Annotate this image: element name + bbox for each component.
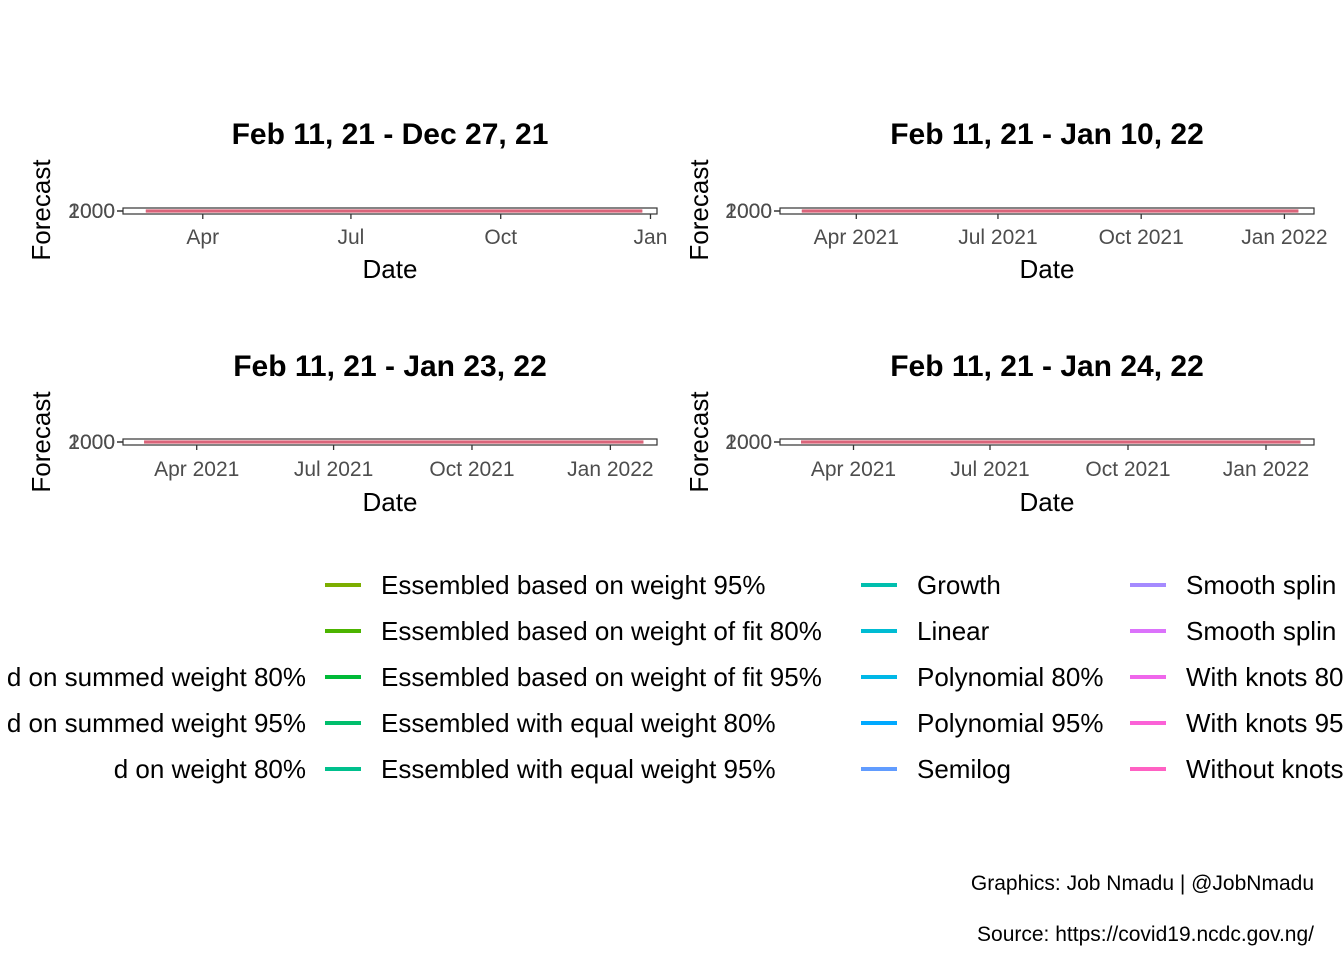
legend-label: d on summed weight 95% [7,708,306,738]
panel-title: Feb 11, 21 - Dec 27, 21 [232,118,549,151]
y-tick-label: 1000 [725,200,772,223]
legend: d on summed weight 80% d on summed weight… [7,570,1344,784]
x-tick-label: Apr 2021 [154,458,239,481]
legend-label: With knots 95 [1186,708,1344,738]
x-tick-label: Jul 2021 [294,458,373,481]
x-tick-label: Jan 2022 [1241,226,1327,249]
legend-label: Essembled based on weight of fit 80% [381,616,822,646]
y-axis-title: Forecast [684,391,714,493]
y-tick-label: 1000 [725,431,772,454]
x-tick-label: Jan 2022 [567,458,653,481]
x-tick-label: Oct 2021 [429,458,514,481]
x-axis-title: Date [363,487,418,517]
y-tick-label: 2000 [725,431,772,454]
x-tick-label: Apr 2021 [814,226,899,249]
x-tick-label: Jul 2021 [950,458,1029,481]
legend-label: Essembled based on weight of fit 95% [381,662,822,692]
x-tick-label: Jan [634,226,668,249]
legend-label: With knots 80 [1186,662,1344,692]
legend-label: Smooth splin [1186,570,1336,600]
panel-title: Feb 11, 21 - Jan 10, 22 [890,118,1204,151]
y-axis-title: Forecast [26,159,56,261]
x-tick-label: Oct 2021 [1085,458,1170,481]
y-tick-label: 2000 [68,200,115,223]
y-tick-label: 2000 [68,431,115,454]
y-axis-title: Forecast [26,391,56,493]
y-axis-title: Forecast [684,159,714,261]
legend-label: d on weight 80% [114,754,306,784]
y-tick-label: 1000 [68,200,115,223]
x-tick-label: Jul [337,226,364,249]
legend-label: Growth [917,570,1001,600]
x-tick-label: Jan 2022 [1223,458,1309,481]
x-axis-title: Date [1020,487,1075,517]
caption-credit: Graphics: Job Nmadu | @JobNmadu [971,872,1314,895]
legend-label: Essembled with equal weight 80% [381,708,776,738]
x-axis-title: Date [1020,254,1075,284]
legend-label: Semilog [917,754,1011,784]
legend-label: Without knots [1186,754,1344,784]
legend-label: Essembled based on weight 95% [381,570,765,600]
y-tick-label: 1000 [68,431,115,454]
legend-label: Essembled with equal weight 95% [381,754,776,784]
caption-source: Source: https://covid19.ncdc.gov.ng/ [977,923,1314,946]
x-tick-label: Oct 2021 [1099,226,1184,249]
panel-title: Feb 11, 21 - Jan 23, 22 [233,350,547,383]
legend-label: Linear [917,616,990,646]
legend-label: Smooth splin [1186,616,1336,646]
x-axis-title: Date [363,254,418,284]
x-tick-label: Apr [186,226,219,249]
x-tick-label: Jul 2021 [958,226,1037,249]
legend-label: d on summed weight 80% [7,662,306,692]
x-tick-label: Oct [484,226,517,249]
x-tick-label: Apr 2021 [811,458,896,481]
legend-label: Polynomial 95% [917,708,1103,738]
legend-label: Polynomial 80% [917,662,1103,692]
panel-title: Feb 11, 21 - Jan 24, 22 [890,350,1204,383]
y-tick-label: 2000 [725,200,772,223]
